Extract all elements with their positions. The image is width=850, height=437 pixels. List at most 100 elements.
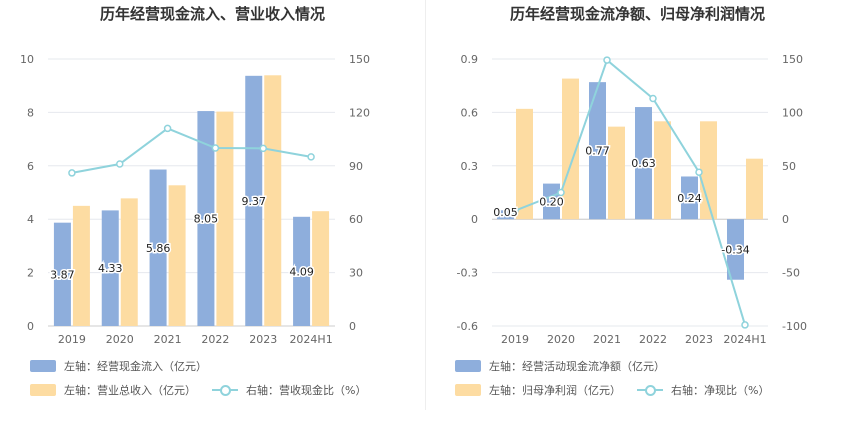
bar-data-label: 4.33 xyxy=(98,262,123,275)
legend-label-revenue[interactable]: 左轴：营业总收入（亿元） xyxy=(64,384,196,397)
legend-label-revenue-cash-ratio[interactable]: 右轴：营收现金比（%） xyxy=(246,384,367,397)
bar-primary xyxy=(101,210,119,326)
legend-label-net-cash-ratio[interactable]: 右轴：净现比（%） xyxy=(671,384,770,397)
legend-row-2: 左轴：营业总收入（亿元） 右轴：营收现金比（%） xyxy=(30,382,366,398)
bar-data-label: 4.09 xyxy=(289,265,314,278)
bar-primary xyxy=(727,219,744,280)
bar-data-label: 0.77 xyxy=(585,145,610,158)
bar-data-label: 0.63 xyxy=(631,157,656,170)
line-point xyxy=(68,169,76,177)
bar-primary xyxy=(497,210,514,220)
line-point xyxy=(695,168,703,176)
line-point xyxy=(163,124,172,133)
bar-secondary xyxy=(264,75,282,326)
bar-data-label: 3.87 xyxy=(50,268,75,281)
chart-title: 历年经营现金流入、营业收入情况 xyxy=(99,5,325,23)
legend-label-net-profit[interactable]: 左轴：归母净利润（亿元） xyxy=(489,384,621,397)
bar-secondary xyxy=(654,121,671,220)
legend-swatch-orange[interactable] xyxy=(30,384,56,396)
legend-label-cash-inflow[interactable]: 左轴：经营现金流入（亿元） xyxy=(64,360,207,373)
x-axis-tick-label: 2019 xyxy=(501,333,529,346)
right-axis-tick-label: 60 xyxy=(349,213,363,226)
legend-line-icon[interactable] xyxy=(637,384,663,396)
right-axis-tick-label: 30 xyxy=(349,267,363,280)
left-axis-tick-label: 4 xyxy=(27,213,34,226)
bar-data-label: 8.05 xyxy=(194,213,219,226)
bar-secondary xyxy=(608,126,625,220)
x-axis-tick-label: 2021 xyxy=(593,333,621,346)
x-axis-tick-label: 2023 xyxy=(685,333,713,346)
x-axis-tick-label: 2022 xyxy=(201,333,229,346)
right-axis-tick-label: 0 xyxy=(782,213,789,226)
bar-secondary xyxy=(516,108,533,220)
chart-cash-inflow-revenue: 0 2 4 6 8 10 0 30 60 90 120 150 2019 2020 2021 2022 2023… xyxy=(20,53,370,346)
x-axis-tick-label: 2024H1 xyxy=(289,333,332,346)
bar-data-label: 0.24 xyxy=(677,192,702,205)
bar-data-label: -0.34 xyxy=(721,243,749,256)
line-point xyxy=(116,160,124,168)
right-axis-tick-label: 90 xyxy=(349,160,363,173)
bar-secondary xyxy=(168,185,186,326)
left-axis-tick-label: -0.3 xyxy=(457,267,478,280)
bar-secondary xyxy=(746,158,763,220)
x-axis-tick-label: 2019 xyxy=(58,333,86,346)
line-point xyxy=(649,94,657,103)
bar-primary xyxy=(293,216,311,326)
legend-swatch-orange[interactable] xyxy=(455,384,481,396)
right-axis-tick-label: 150 xyxy=(782,53,803,66)
left-axis-tick-label: 0 xyxy=(471,213,478,226)
left-axis-tick-label: 2 xyxy=(27,267,34,280)
line-point xyxy=(557,188,565,197)
legend-swatch-blue[interactable] xyxy=(30,360,56,372)
line-series xyxy=(514,58,746,326)
bar-secondary xyxy=(562,78,579,220)
legend-label-net-cash[interactable]: 左轴：经营活动现金流净额（亿元） xyxy=(489,360,665,373)
right-axis-tick-label: 50 xyxy=(782,160,796,173)
bar-data-label: 5.86 xyxy=(146,242,171,255)
x-axis-tick-label: 2023 xyxy=(249,333,277,346)
right-axis-tick-label: -100 xyxy=(782,320,807,333)
line-point xyxy=(741,321,749,329)
left-axis-tick-label: -0.6 xyxy=(457,320,478,333)
bar-primary xyxy=(149,169,167,326)
x-axis-tick-label: 2021 xyxy=(154,333,182,346)
bar-primary xyxy=(543,183,560,220)
bar-data-label: 0.20 xyxy=(539,195,564,208)
left-axis-tick-label: 8 xyxy=(27,106,34,119)
line-point xyxy=(211,144,220,152)
bar-primary xyxy=(681,176,698,220)
bar-secondary xyxy=(120,198,138,326)
left-axis-tick-label: 0.9 xyxy=(461,53,479,66)
left-axis-tick-label: 0 xyxy=(27,320,34,333)
line-point xyxy=(511,206,519,215)
bar-data-label: 9.37 xyxy=(242,195,267,208)
bar-secondary xyxy=(700,121,717,220)
left-axis-tick-label: 6 xyxy=(27,160,34,173)
bar-primary xyxy=(589,82,606,220)
right-axis-tick-label: 150 xyxy=(349,53,370,66)
bar-primary xyxy=(197,111,215,326)
legend-row-1: 左轴：经营现金流入（亿元） xyxy=(30,358,207,374)
legend-row-1: 左轴：经营活动现金流净额（亿元） xyxy=(455,358,665,374)
left-axis-tick-label: 0.3 xyxy=(461,160,479,173)
left-axis-tick-label: 10 xyxy=(20,53,34,66)
x-axis-tick-label: 2020 xyxy=(547,333,575,346)
bar-primary xyxy=(635,107,652,220)
legend-line-icon[interactable] xyxy=(212,384,238,396)
line-point xyxy=(603,56,611,64)
bar-primary xyxy=(245,75,263,326)
line-point xyxy=(259,144,267,153)
line-point xyxy=(307,153,315,161)
bar-primary xyxy=(53,222,71,326)
right-axis-tick-label: 100 xyxy=(782,106,803,119)
chart-panel-net-cash: 历年经营现金流净额、归母净利润情况 -0.6 -0.3 0 0.3 0.6 0.9 -100… xyxy=(425,0,850,437)
bar-secondary xyxy=(72,205,90,326)
line-series xyxy=(71,127,312,174)
chart-panel-cash-inflow: 历年经营现金流入、营业收入情况 0 2 4 6 8 10 0 30 60 90 120 150 2019… xyxy=(20,5,370,398)
legend-swatch-blue[interactable] xyxy=(455,360,481,372)
x-axis-tick-label: 2022 xyxy=(639,333,667,346)
x-axis-tick-label: 2024H1 xyxy=(723,333,766,346)
panel-divider xyxy=(425,0,426,410)
bar-secondary xyxy=(312,211,330,326)
